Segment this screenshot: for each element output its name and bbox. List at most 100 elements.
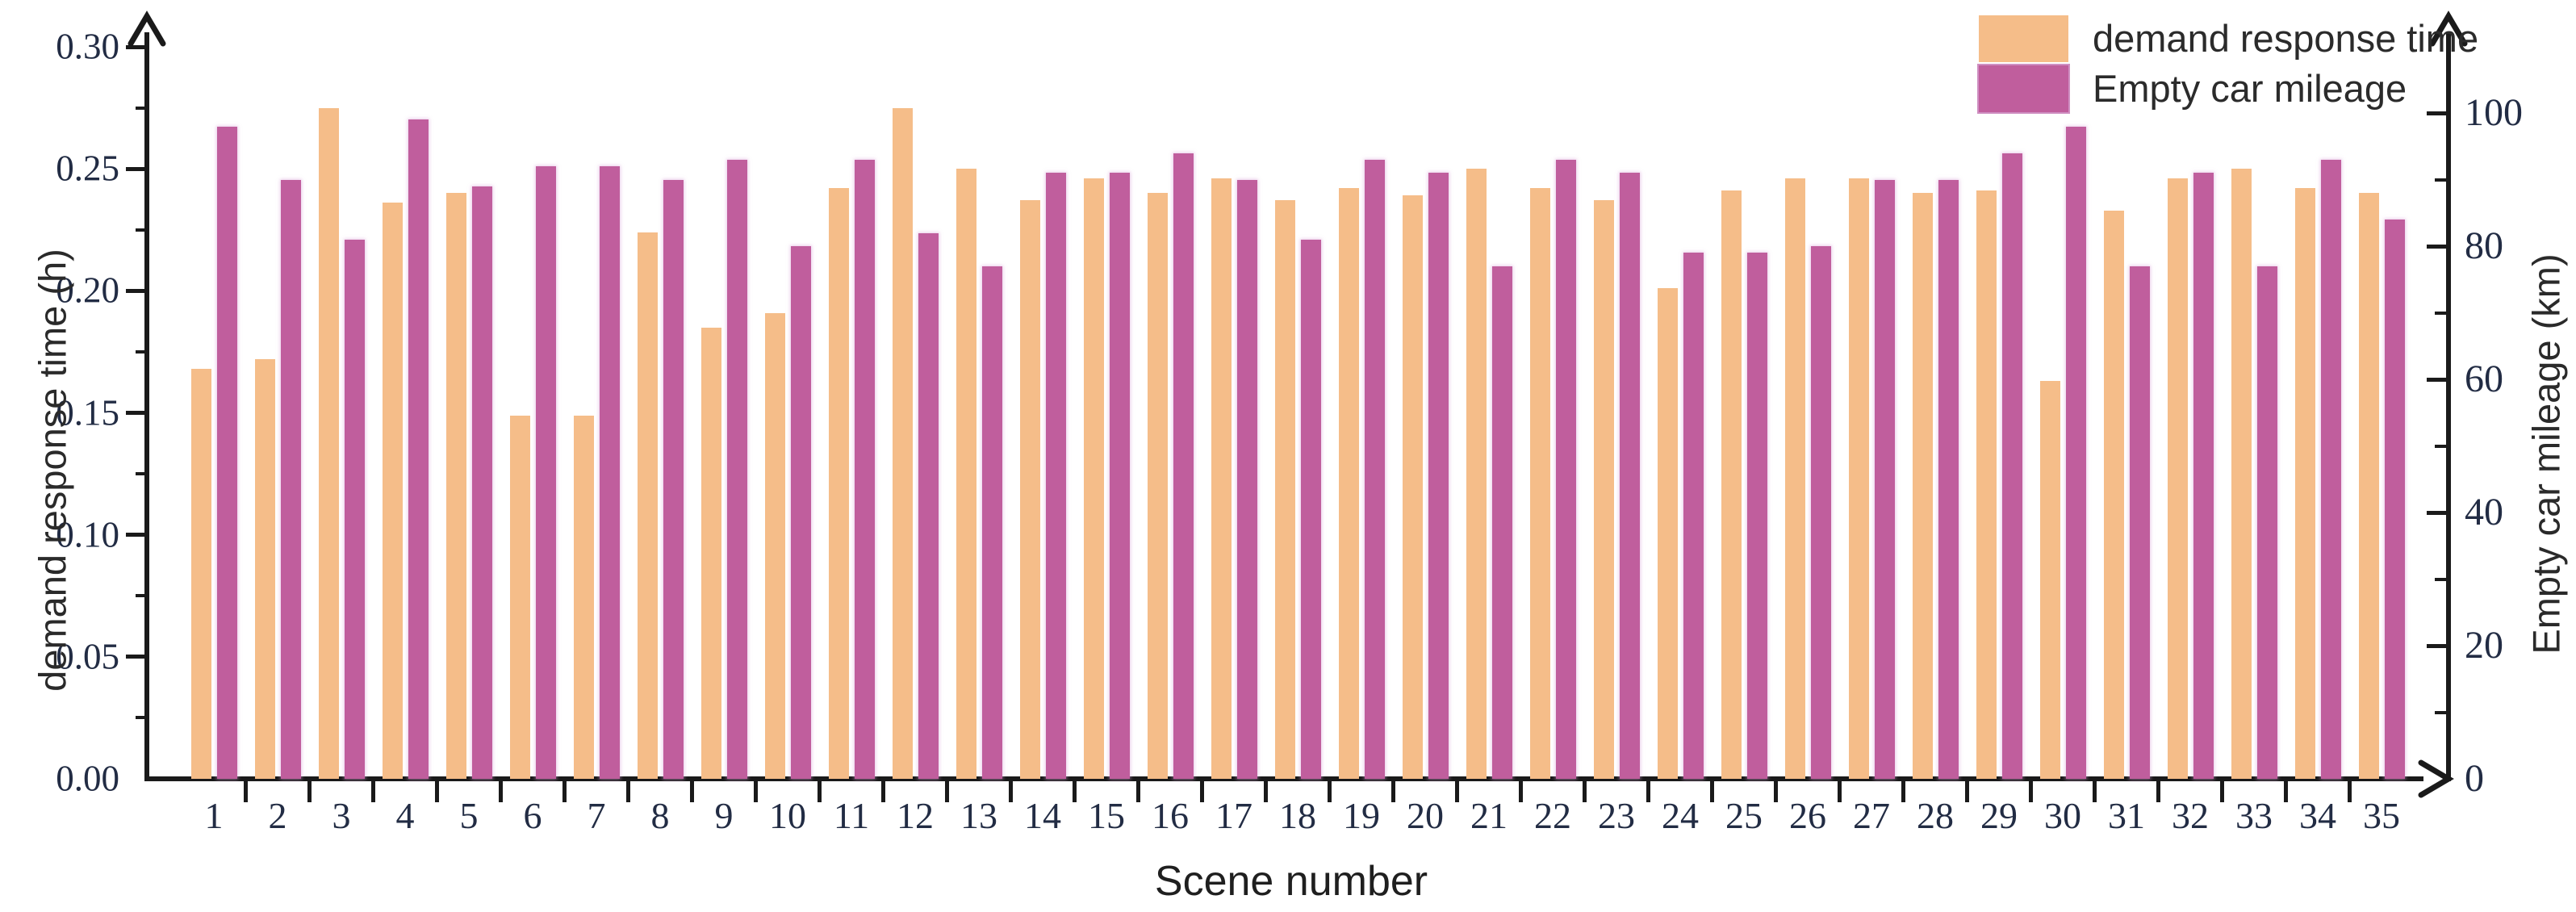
bar-demand-response-time-scene-6 — [510, 415, 530, 779]
x-axis-tick — [1901, 781, 1905, 802]
x-axis-tick — [1136, 781, 1140, 802]
left-axis-tick-label: 0.05 — [56, 636, 119, 677]
left-axis-arrow-icon — [128, 10, 166, 47]
x-axis-category-label: 3 — [332, 795, 351, 836]
bar-demand-response-time-scene-19 — [1339, 188, 1359, 779]
x-axis-title: Scene number — [1154, 858, 1428, 905]
x-axis-category-label: 26 — [1789, 795, 1826, 836]
right-axis-tick-label: 20 — [2465, 624, 2503, 667]
right-axis-minor-tick — [2435, 178, 2446, 182]
bar-empty-car-mileage-scene-9 — [727, 159, 747, 779]
bar-demand-response-time-scene-18 — [1275, 200, 1295, 779]
bar-empty-car-mileage-scene-33 — [2257, 266, 2277, 779]
right-axis-title: Empty car mileage (km) — [2524, 253, 2568, 655]
left-axis-minor-tick — [136, 472, 147, 476]
left-axis-minor-tick — [136, 349, 147, 354]
bar-demand-response-time-scene-31 — [2104, 210, 2124, 779]
x-axis-category-label: 8 — [650, 795, 670, 836]
right-y-axis — [2446, 32, 2451, 781]
bar-demand-response-time-scene-12 — [893, 107, 913, 779]
right-axis-minor-tick — [2435, 311, 2446, 315]
left-axis-major-tick — [126, 288, 147, 293]
bar-demand-response-time-scene-35 — [2359, 193, 2379, 779]
bar-demand-response-time-scene-10 — [765, 312, 785, 779]
x-axis-category-label: 12 — [897, 795, 934, 836]
left-y-axis — [144, 32, 149, 781]
bar-empty-car-mileage-scene-22 — [1556, 159, 1576, 779]
bar-demand-response-time-scene-17 — [1211, 178, 1232, 779]
x-axis-category-label: 4 — [395, 795, 415, 836]
x-axis-category-label: 23 — [1598, 795, 1635, 836]
right-axis-major-tick — [2427, 643, 2448, 648]
right-axis-major-tick — [2427, 111, 2448, 115]
bar-demand-response-time-scene-13 — [956, 169, 976, 779]
bar-demand-response-time-scene-3 — [319, 107, 339, 779]
right-axis-tick-label: 0 — [2465, 757, 2484, 800]
left-axis-tick-label: 0.00 — [56, 758, 119, 799]
bar-demand-response-time-scene-20 — [1403, 195, 1423, 779]
x-axis-category-label: 9 — [714, 795, 734, 836]
x-axis-category-label: 2 — [268, 795, 287, 836]
bar-empty-car-mileage-scene-34 — [2321, 159, 2341, 779]
x-axis — [144, 776, 2423, 781]
bar-empty-car-mileage-scene-35 — [2385, 220, 2405, 779]
bar-empty-car-mileage-scene-26 — [1811, 246, 1831, 779]
x-axis-tick — [1519, 781, 1523, 802]
x-axis-tick — [1838, 781, 1842, 802]
legend-swatch-demand-response-time — [1979, 15, 2068, 62]
bar-demand-response-time-scene-30 — [2040, 381, 2060, 779]
legend-item-demand-response-time: demand response time — [1979, 15, 2478, 62]
x-axis-category-label: 24 — [1662, 795, 1699, 836]
x-axis-category-label: 16 — [1152, 795, 1189, 836]
x-axis-tick — [1391, 781, 1395, 802]
x-axis-category-label: 7 — [587, 795, 606, 836]
x-axis-category-label: 18 — [1279, 795, 1316, 836]
bar-empty-car-mileage-scene-19 — [1365, 159, 1385, 779]
x-axis-tick — [562, 781, 567, 802]
x-axis-tick — [1073, 781, 1077, 802]
left-axis-major-tick — [126, 533, 147, 538]
bar-empty-car-mileage-scene-31 — [2130, 266, 2150, 779]
bar-empty-car-mileage-scene-18 — [1301, 239, 1321, 779]
right-axis-major-tick — [2427, 377, 2448, 382]
bar-demand-response-time-scene-14 — [1020, 200, 1040, 779]
bar-empty-car-mileage-scene-3 — [345, 239, 365, 779]
x-axis-tick — [1774, 781, 1778, 802]
bar-empty-car-mileage-scene-2 — [281, 179, 301, 779]
bar-empty-car-mileage-scene-12 — [918, 232, 939, 779]
x-axis-category-label: 28 — [1917, 795, 1954, 836]
bar-empty-car-mileage-scene-8 — [663, 179, 684, 779]
left-axis-minor-tick — [136, 106, 147, 110]
x-axis-category-label: 21 — [1470, 795, 1508, 836]
right-axis-tick-label: 100 — [2465, 91, 2523, 134]
x-axis-tick — [1200, 781, 1204, 802]
x-axis-category-label: 19 — [1343, 795, 1380, 836]
legend-label: Empty car mileage — [2093, 67, 2407, 111]
left-axis-major-tick — [126, 411, 147, 415]
x-axis-tick — [754, 781, 758, 802]
bar-demand-response-time-scene-27 — [1849, 178, 1869, 779]
x-axis-category-label: 27 — [1853, 795, 1890, 836]
x-axis-tick — [307, 781, 312, 802]
bar-empty-car-mileage-scene-14 — [1046, 173, 1066, 779]
right-axis-arrow-icon — [2429, 10, 2468, 47]
x-axis-tick — [1328, 781, 1332, 802]
x-axis-category-label: 10 — [769, 795, 806, 836]
right-axis-major-tick — [2427, 510, 2448, 515]
bar-empty-car-mileage-scene-21 — [1492, 266, 1512, 779]
x-axis-category-label: 20 — [1407, 795, 1444, 836]
right-axis-major-tick — [2427, 244, 2448, 249]
bar-demand-response-time-scene-8 — [638, 232, 658, 779]
legend-swatch-empty-car-mileage — [1977, 64, 2070, 114]
x-axis-tick — [499, 781, 503, 802]
bar-demand-response-time-scene-29 — [1976, 190, 1997, 779]
right-axis-minor-tick — [2435, 577, 2446, 581]
left-axis-major-tick — [126, 655, 147, 659]
left-axis-minor-tick — [136, 716, 147, 720]
x-axis-tick — [1583, 781, 1587, 802]
bar-demand-response-time-scene-21 — [1466, 169, 1487, 779]
left-axis-minor-tick — [136, 594, 147, 598]
bar-empty-car-mileage-scene-5 — [472, 186, 492, 779]
bar-demand-response-time-scene-4 — [383, 203, 403, 779]
